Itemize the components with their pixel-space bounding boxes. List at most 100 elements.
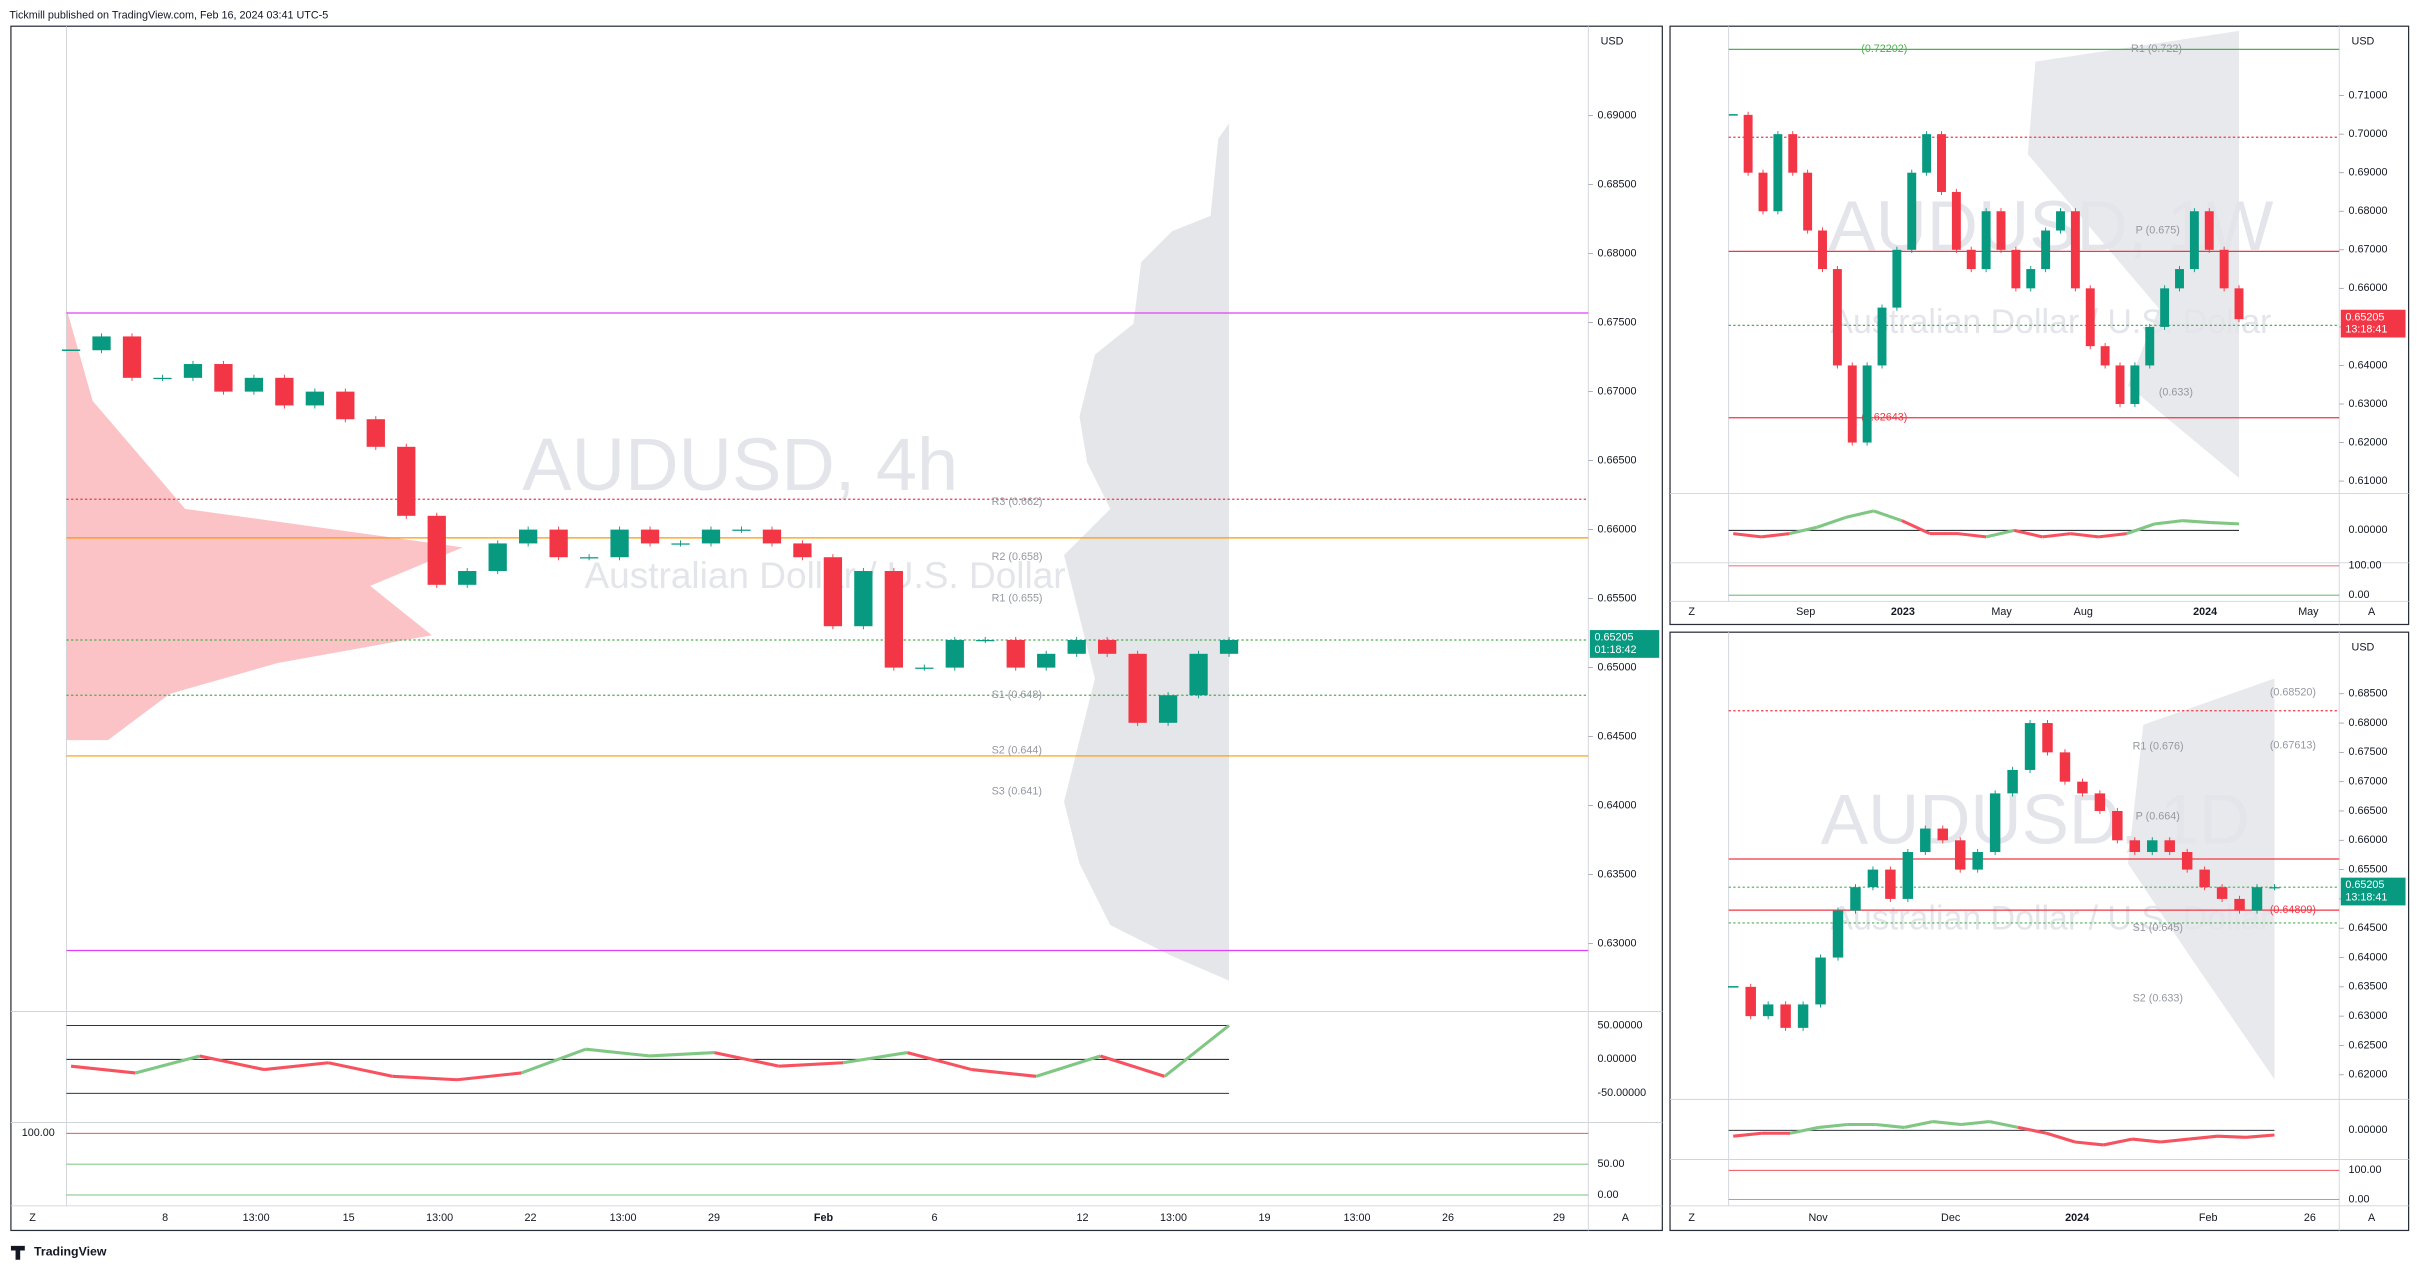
y-tick-label: 0.68500 bbox=[1598, 178, 1637, 190]
candle bbox=[1951, 191, 1961, 250]
x-tick-label: Dec bbox=[1941, 1212, 1961, 1224]
y-tick-label: 0.69000 bbox=[1598, 109, 1637, 121]
candle bbox=[854, 571, 873, 627]
price-label: 0.65205 bbox=[1594, 632, 1633, 644]
candle bbox=[336, 391, 355, 420]
candle bbox=[2026, 269, 2036, 289]
candle bbox=[1006, 640, 1025, 668]
candle bbox=[1762, 1004, 1774, 1017]
level-annotation: (0.68520) bbox=[2270, 686, 2316, 698]
candle bbox=[1972, 852, 1983, 870]
x-tick-label: 22 bbox=[525, 1212, 537, 1224]
watermark-subtitle: Australian Dollar / U.S. Dollar bbox=[1830, 303, 2271, 341]
osc-segment bbox=[714, 1051, 780, 1068]
candle bbox=[579, 557, 599, 559]
osc-tick-label: 0.00000 bbox=[2348, 524, 2387, 536]
y-tick-label: 0.61000 bbox=[2348, 475, 2387, 487]
osc-segment bbox=[1761, 532, 1790, 539]
y-tick-label: 0.68500 bbox=[2348, 688, 2387, 700]
osc-segment bbox=[2046, 1131, 2076, 1144]
candle bbox=[1098, 640, 1117, 654]
candle bbox=[183, 364, 203, 378]
candle bbox=[214, 364, 233, 392]
candle bbox=[1743, 114, 1753, 173]
y-tick-label: 0.67000 bbox=[2348, 776, 2387, 788]
price-label-box bbox=[2340, 877, 2406, 906]
candle bbox=[2216, 887, 2228, 899]
y-tick-label: 0.62500 bbox=[2348, 1039, 2387, 1051]
candle bbox=[519, 529, 538, 544]
candle bbox=[1158, 695, 1178, 723]
y-tick-label: 0.65500 bbox=[2348, 863, 2387, 875]
osc-segment bbox=[328, 1061, 394, 1078]
candle bbox=[1966, 249, 1976, 270]
currency-label: USD bbox=[2352, 35, 2375, 47]
countdown: 13:18:41 bbox=[2345, 324, 2387, 336]
panel-frame bbox=[1669, 631, 2410, 1232]
osc-segment bbox=[456, 1071, 522, 1082]
level-annotation: R2 (0.658) bbox=[992, 551, 1043, 563]
x-tick-label: 29 bbox=[708, 1212, 720, 1224]
osc-segment bbox=[199, 1054, 265, 1072]
y-tick-label: 0.67500 bbox=[1598, 316, 1637, 328]
scale-button[interactable]: A bbox=[1622, 1212, 1630, 1224]
candle bbox=[1922, 134, 1932, 173]
candle bbox=[2024, 723, 2036, 770]
candle bbox=[244, 377, 264, 392]
osc-tick-label: 50.00000 bbox=[1598, 1019, 1643, 1031]
y-tick-label: 0.67500 bbox=[2348, 746, 2387, 758]
candle bbox=[610, 529, 629, 558]
scale-button[interactable]: Z bbox=[1688, 1212, 1695, 1224]
osc-segment bbox=[263, 1061, 329, 1072]
osc-segment bbox=[1035, 1054, 1101, 1078]
osc-segment bbox=[1901, 519, 1931, 536]
x-tick-label: 2024 bbox=[2193, 606, 2217, 618]
x-tick-label: Aug bbox=[2074, 606, 2093, 618]
candle bbox=[1907, 172, 1917, 250]
y-tick-label: 0.65500 bbox=[1598, 592, 1637, 604]
candle bbox=[2189, 211, 2199, 270]
osc-segment bbox=[1989, 1120, 2019, 1129]
candle bbox=[1818, 230, 1827, 270]
candle bbox=[640, 529, 660, 544]
stoch-tick-label: 100.00 bbox=[2348, 1164, 2381, 1176]
x-tick-label: 26 bbox=[2304, 1212, 2316, 1224]
scale-button[interactable]: A bbox=[2368, 1212, 2376, 1224]
y-tick-label: 0.63000 bbox=[1598, 937, 1637, 949]
candle bbox=[488, 543, 507, 572]
scale-button[interactable]: Z bbox=[29, 1212, 36, 1224]
candle bbox=[1815, 957, 1826, 1005]
scale-button[interactable]: A bbox=[2368, 606, 2376, 618]
brand: TradingView bbox=[34, 1244, 107, 1258]
candle bbox=[366, 419, 385, 447]
panel-frame bbox=[10, 25, 1663, 1232]
y-tick-label: 0.64000 bbox=[1598, 799, 1637, 811]
candle bbox=[275, 377, 294, 406]
osc-segment bbox=[135, 1054, 201, 1075]
candle bbox=[2042, 723, 2053, 753]
watermark-title: AUDUSD, 1W bbox=[1828, 187, 2273, 266]
countdown: 01:18:42 bbox=[1594, 644, 1636, 656]
currency-label: USD bbox=[1601, 35, 1624, 47]
osc-segment bbox=[2154, 519, 2183, 526]
candle bbox=[1773, 134, 1783, 212]
candle bbox=[1902, 852, 1914, 899]
candle bbox=[1832, 269, 1842, 366]
x-tick-label: Feb bbox=[814, 1212, 834, 1224]
scale-button[interactable]: Z bbox=[1688, 606, 1695, 618]
y-tick-label: 0.68000 bbox=[1598, 247, 1637, 259]
candle bbox=[2234, 898, 2245, 911]
candle bbox=[762, 529, 782, 544]
x-tick-label: Feb bbox=[2199, 1212, 2218, 1224]
candle bbox=[1937, 828, 1948, 841]
level-annotation: R1 (0.676) bbox=[2133, 740, 2184, 752]
x-tick-label: 26 bbox=[1442, 1212, 1454, 1224]
stoch-tick-label: 100.00 bbox=[2348, 560, 2381, 572]
candle bbox=[2115, 365, 2125, 404]
level-annotation: S2 (0.644) bbox=[992, 744, 1042, 756]
osc-segment bbox=[1733, 1131, 1762, 1138]
level-annotation: R1 (0.655) bbox=[992, 592, 1043, 604]
osc-segment bbox=[70, 1064, 136, 1075]
candle bbox=[1788, 134, 1798, 173]
level-annotation: S3 (0.641) bbox=[992, 786, 1042, 798]
